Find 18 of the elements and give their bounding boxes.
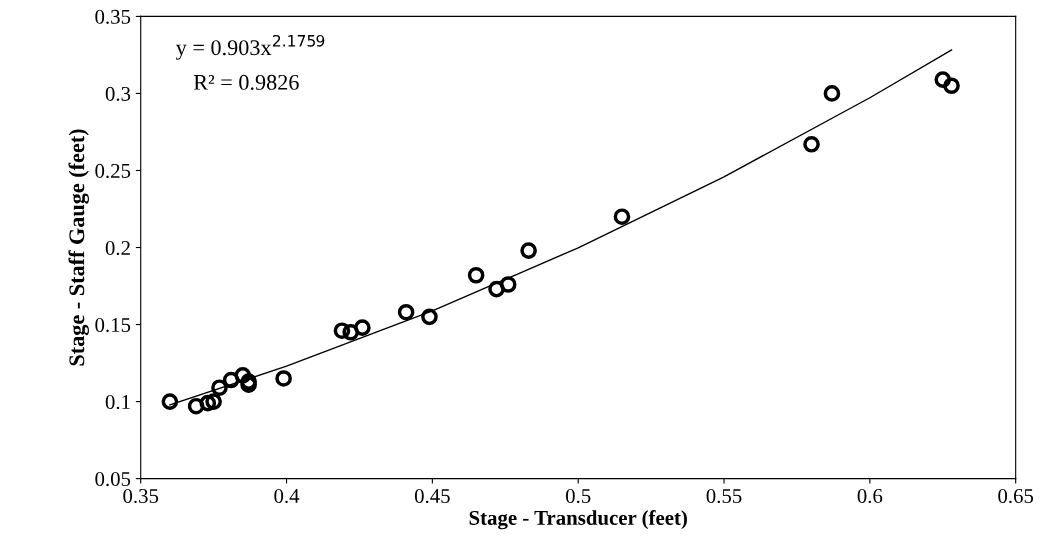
y-tick-label: 0.2 [105,240,130,256]
x-tick-label: 0.55 [706,488,742,504]
annotation: R² = 0.9826 [193,74,299,90]
x-tick-label: 0.65 [998,488,1034,504]
y-tick-label: 0.1 [105,394,130,410]
y-tick-label: 0.3 [105,86,131,101]
y-tick-label: 0.15 [95,317,131,333]
y-axis-title: Stage - Staff Gauge (feet) [68,129,89,366]
x-tick-label: 0.6 [857,488,883,504]
y-tick-label: 0.05 [95,472,131,487]
x-axis-title: Stage - Transducer (feet) [469,510,687,530]
annotation: y = 0.903x$^{2.1759}$ [175,34,325,60]
x-tick-label: 0.5 [565,488,591,504]
x-tick-label: 0.4 [274,488,300,504]
x-tick-label: 0.35 [123,488,159,504]
y-tick-label: 0.35 [95,9,131,24]
x-tick-label: 0.45 [414,488,450,504]
y-tick-label: 0.25 [95,163,131,179]
